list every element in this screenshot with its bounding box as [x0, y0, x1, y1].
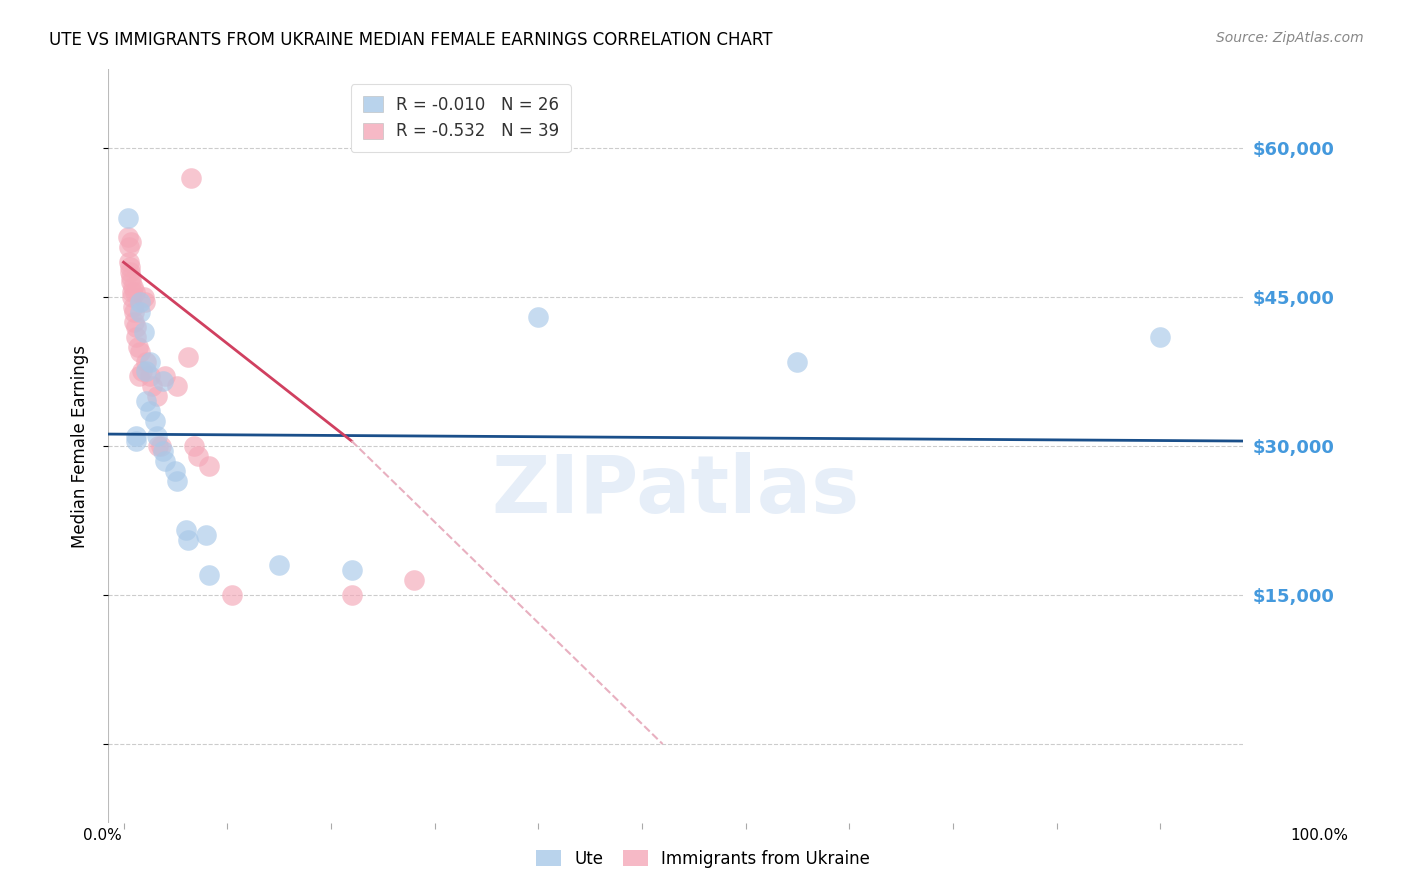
Point	[146, 439, 169, 453]
Point	[143, 414, 166, 428]
Legend: Ute, Immigrants from Ukraine: Ute, Immigrants from Ukraine	[529, 844, 877, 875]
Point	[180, 170, 202, 185]
Point	[120, 275, 142, 289]
Y-axis label: Median Female Earnings: Median Female Earnings	[72, 344, 89, 548]
Text: Source: ZipAtlas.com: Source: ZipAtlas.com	[1216, 31, 1364, 45]
Point	[120, 270, 142, 285]
Point	[145, 389, 167, 403]
Point	[139, 354, 162, 368]
Point	[127, 340, 149, 354]
Point	[121, 290, 143, 304]
Point	[149, 439, 172, 453]
Point	[125, 429, 148, 443]
Text: 100.0%: 100.0%	[1289, 828, 1348, 843]
Point	[197, 568, 219, 582]
Point	[153, 369, 176, 384]
Point	[221, 588, 243, 602]
Point	[131, 364, 153, 378]
Point	[129, 344, 152, 359]
Point	[117, 230, 139, 244]
Point	[139, 369, 162, 384]
Point	[165, 464, 187, 478]
Point	[153, 454, 176, 468]
Point	[124, 285, 146, 299]
Point	[195, 528, 218, 542]
Point	[118, 260, 141, 275]
Point	[134, 290, 156, 304]
Point	[125, 329, 148, 343]
Point	[402, 573, 425, 587]
Point	[786, 354, 808, 368]
Point	[125, 434, 148, 448]
Point	[267, 558, 290, 573]
Text: ZIPatlas: ZIPatlas	[492, 452, 859, 531]
Point	[118, 255, 141, 269]
Point	[122, 315, 145, 329]
Point	[118, 240, 141, 254]
Point	[139, 404, 162, 418]
Point	[177, 533, 200, 548]
Point	[174, 524, 197, 538]
Point	[122, 305, 145, 319]
Point	[135, 364, 157, 378]
Point	[166, 474, 188, 488]
Point	[183, 439, 205, 453]
Point	[152, 444, 174, 458]
Point	[135, 394, 157, 409]
Text: 0.0%: 0.0%	[83, 828, 122, 843]
Point	[166, 379, 188, 393]
Point	[340, 563, 363, 577]
Point	[152, 375, 174, 389]
Point	[197, 458, 219, 473]
Point	[1149, 329, 1171, 343]
Point	[117, 211, 139, 225]
Point	[187, 449, 209, 463]
Point	[340, 588, 363, 602]
Point	[129, 305, 152, 319]
Point	[121, 285, 143, 299]
Point	[141, 379, 163, 393]
Point	[125, 319, 148, 334]
Point	[122, 280, 145, 294]
Point	[118, 265, 141, 279]
Point	[134, 325, 156, 339]
Point	[128, 369, 150, 384]
Point	[527, 310, 550, 324]
Legend: R = -0.010   N = 26, R = -0.532   N = 39: R = -0.010 N = 26, R = -0.532 N = 39	[352, 85, 571, 152]
Point	[145, 429, 167, 443]
Point	[129, 295, 152, 310]
Point	[135, 354, 157, 368]
Point	[177, 350, 200, 364]
Point	[122, 300, 145, 314]
Point	[134, 295, 156, 310]
Point	[120, 235, 142, 250]
Text: UTE VS IMMIGRANTS FROM UKRAINE MEDIAN FEMALE EARNINGS CORRELATION CHART: UTE VS IMMIGRANTS FROM UKRAINE MEDIAN FE…	[49, 31, 773, 49]
